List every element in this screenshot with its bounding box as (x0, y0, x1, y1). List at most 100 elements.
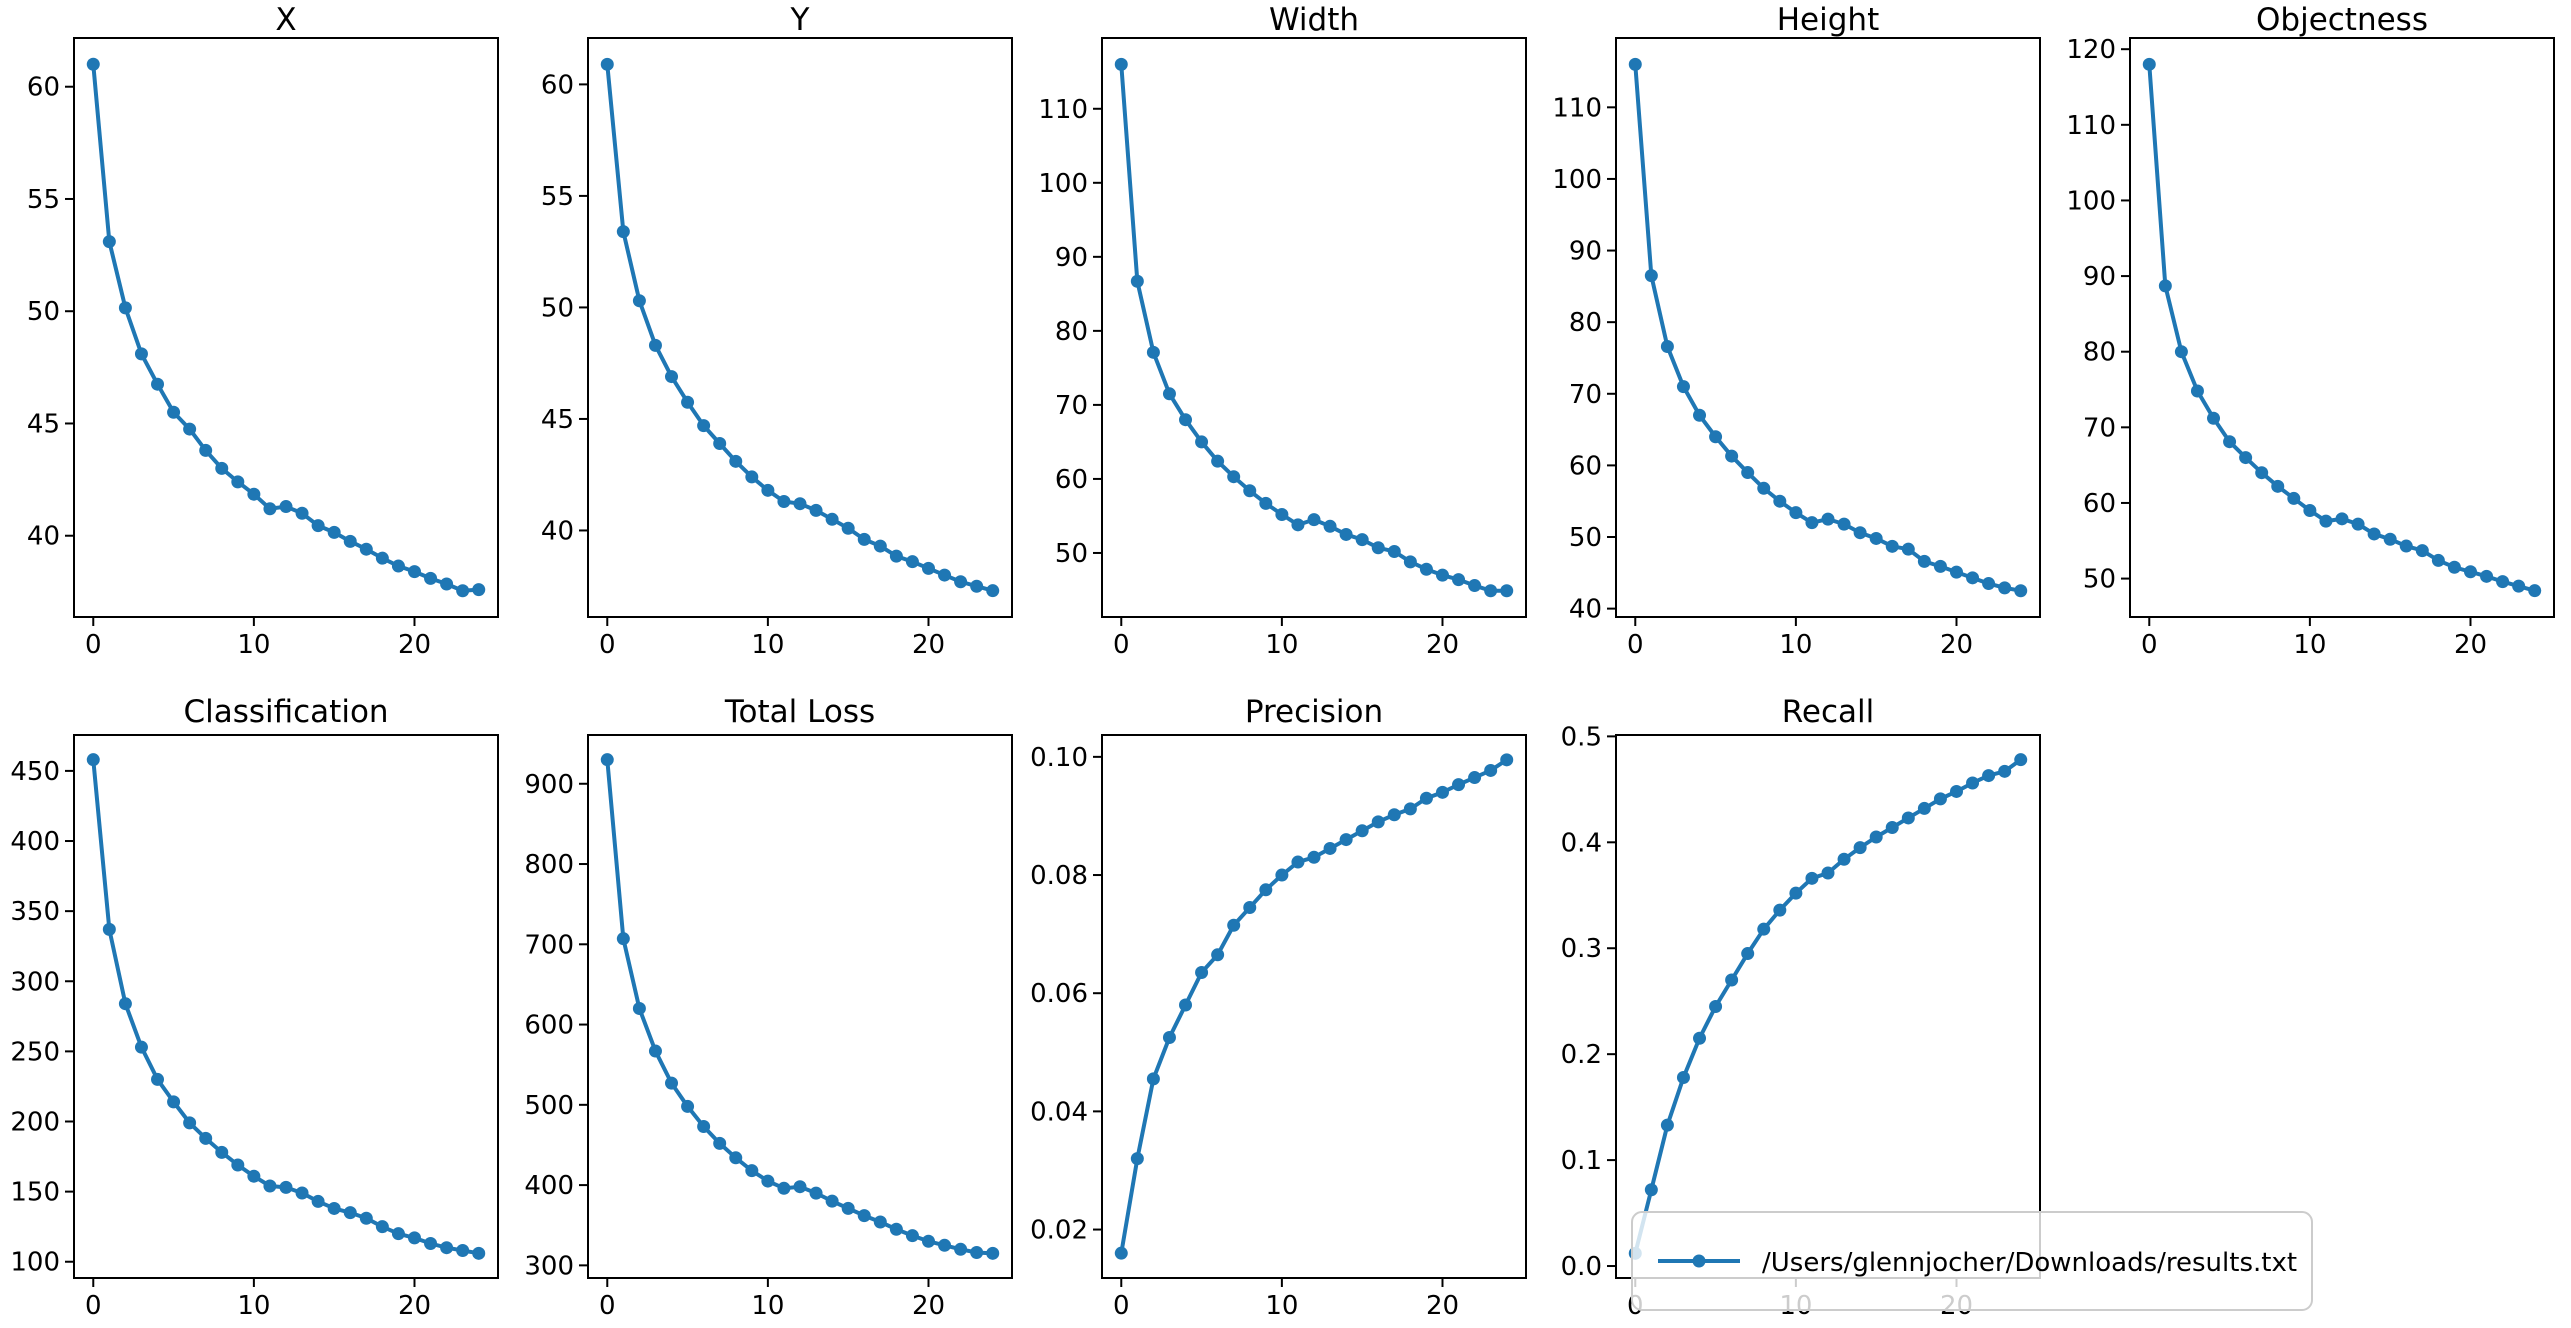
data-point (729, 454, 743, 468)
data-point (681, 1099, 695, 1113)
data-point (343, 1206, 357, 1220)
data-point (2447, 560, 2461, 574)
x-tick-label: 20 (2454, 630, 2487, 660)
data-point (713, 436, 727, 450)
data-point (199, 443, 213, 457)
x-tick-label: 0 (1113, 1291, 1130, 1321)
data-point (359, 542, 373, 556)
axes-frame-precision (1101, 734, 1527, 1279)
data-point (1435, 568, 1449, 582)
data-point (2255, 466, 2269, 480)
y-tick-label: 100 (1552, 165, 1602, 195)
data-line-width (1119, 62, 1509, 593)
data-point (1468, 771, 1482, 785)
subplot-title-height: Height (1777, 2, 1879, 38)
axis-ticks-classification: 0 10 20 100 150 200 250 300 350 400 450 (10, 757, 431, 1321)
y-tick-label: 80 (1055, 317, 1088, 347)
data-point (295, 1186, 309, 1200)
subplot-title-objectness: Objectness (2256, 2, 2428, 38)
data-points-precision (1114, 753, 1514, 1260)
y-tick-label: 70 (1569, 380, 1602, 410)
axis-ticks-precision: 0 10 20 0.02 0.04 0.06 0.08 0.10 (1030, 743, 1459, 1321)
data-point (407, 1231, 421, 1245)
data-point (938, 568, 952, 582)
data-point (1933, 559, 1947, 573)
x-tick-label: 20 (912, 630, 945, 660)
y-tick-label: 350 (10, 897, 60, 927)
data-point (921, 1234, 935, 1248)
subplot-y: Y 0 10 20 40 45 50 55 60 (541, 2, 1013, 660)
data-point (1419, 562, 1433, 576)
y-tick-label: 80 (1569, 308, 1602, 338)
data-point (1982, 769, 1996, 783)
data-point (1789, 506, 1803, 520)
y-tick-label: 80 (2083, 338, 2116, 368)
data-point (1837, 517, 1851, 531)
axes-frame-classification (73, 734, 499, 1279)
axes-frame-total-loss (587, 734, 1013, 1279)
data-point (2223, 435, 2237, 449)
y-tick-label: 60 (1569, 451, 1602, 481)
axis-ticks-total-loss: 0 10 20 300 400 500 600 700 800 900 (524, 770, 945, 1321)
y-tick-label: 300 (524, 1251, 574, 1281)
data-point (857, 1209, 871, 1223)
data-point (889, 549, 903, 563)
data-point (745, 1164, 759, 1178)
data-point (1339, 833, 1353, 847)
data-point (1146, 345, 1160, 359)
data-line-precision (1119, 757, 1509, 1256)
y-tick-label: 90 (1055, 243, 1088, 273)
data-point (183, 1116, 197, 1130)
axes-frame-height (1615, 37, 2041, 618)
y-tick-label: 60 (2083, 489, 2116, 519)
data-point (2014, 753, 2028, 767)
data-point (375, 551, 389, 565)
data-point (777, 494, 791, 508)
data-point (1644, 1183, 1658, 1197)
data-point (1869, 531, 1883, 545)
data-point (456, 1244, 470, 1258)
data-point (1901, 811, 1915, 825)
data-point (2271, 479, 2285, 493)
y-tick-label: 0.10 (1030, 743, 1088, 773)
y-tick-label: 100 (1038, 169, 1088, 199)
data-point (1162, 1031, 1176, 1045)
data-point (1355, 533, 1369, 547)
y-tick-label: 120 (2066, 35, 2116, 65)
axes-frame-width (1101, 37, 1527, 618)
subplot-title-recall: Recall (1782, 694, 1875, 730)
data-line-y (605, 62, 995, 593)
data-point (1146, 1072, 1160, 1086)
data-point (1211, 948, 1225, 962)
axes-frame-recall (1615, 734, 2041, 1279)
data-point (456, 584, 470, 598)
data-point (1693, 1031, 1707, 1045)
data-point (215, 461, 229, 475)
y-tick-label: 500 (524, 1091, 574, 1121)
data-point (1773, 903, 1787, 917)
x-tick-label: 10 (751, 630, 784, 660)
data-line-height (1633, 62, 2023, 593)
y-tick-label: 600 (524, 1011, 574, 1041)
data-point (1179, 413, 1193, 427)
data-point (2239, 451, 2253, 465)
data-point (1259, 883, 1273, 897)
y-tick-label: 0.02 (1030, 1216, 1088, 1246)
data-point (1773, 494, 1787, 508)
data-point (2512, 579, 2526, 593)
data-point (1419, 791, 1433, 805)
data-point (761, 1174, 775, 1188)
legend-box (1631, 1211, 2313, 1311)
y-tick-label: 50 (541, 293, 574, 323)
data-point (102, 235, 116, 249)
data-point (215, 1145, 229, 1159)
axis-ticks-height: 0 10 20 40 50 60 70 80 90 100 110 (1552, 93, 1973, 660)
data-point (873, 1215, 887, 1229)
data-point (873, 539, 887, 553)
data-point (954, 575, 968, 589)
data-point (1387, 544, 1401, 558)
data-point (1949, 565, 1963, 579)
data-point (263, 1179, 277, 1193)
data-point (2190, 384, 2204, 398)
